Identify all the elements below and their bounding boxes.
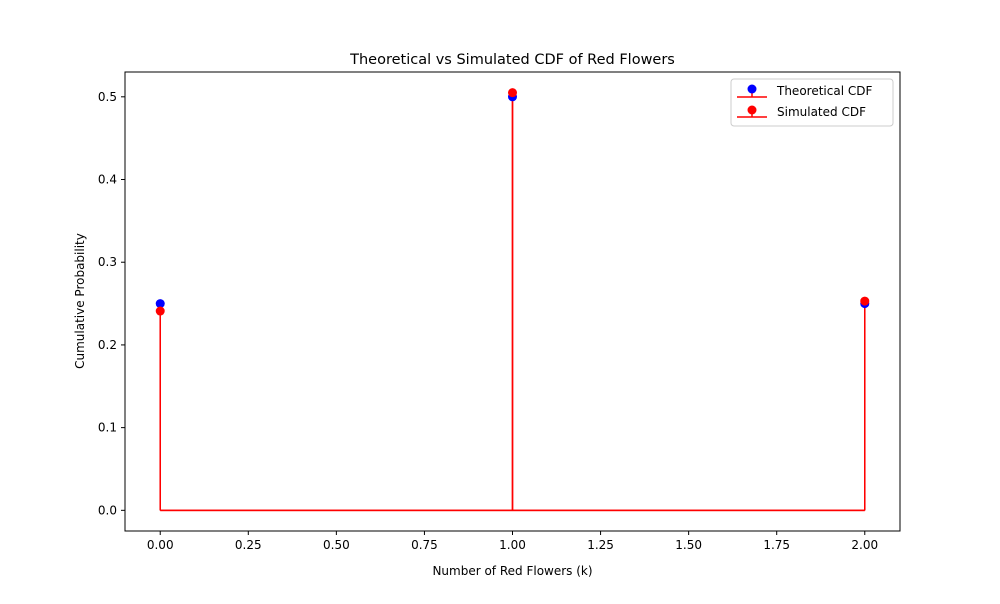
x-tick-label: 1.50	[675, 538, 702, 552]
x-tick-label: 1.00	[499, 538, 526, 552]
legend-entry-simulated: Simulated CDF	[737, 105, 866, 119]
x-tick-label: 0.50	[323, 538, 350, 552]
y-tick-label: 0.3	[98, 255, 117, 269]
marker-simulated	[155, 306, 165, 316]
x-tick-label: 1.75	[763, 538, 790, 552]
x-tick-label: 2.00	[851, 538, 878, 552]
y-tick-label: 0.4	[98, 173, 117, 187]
y-tick-label: 0.2	[98, 338, 117, 352]
y-tick-label: 0.5	[98, 90, 117, 104]
legend-label-theoretical: Theoretical CDF	[776, 84, 872, 98]
marker-simulated	[508, 88, 517, 98]
x-tick-label: 1.25	[587, 538, 614, 552]
x-axis-ticks: 0.00 0.25 0.50 0.75 1.00 1.25 1.50 1.75 2.00	[147, 531, 878, 552]
legend-frame	[730, 78, 894, 127]
marker-simulated	[860, 296, 870, 306]
x-tick-label: 0.75	[411, 538, 438, 552]
y-tick-label: 0.0	[98, 503, 117, 517]
x-tick-label: 0.00	[147, 538, 174, 552]
legend-marker-theoretical	[747, 84, 757, 94]
legend-entry-theoretical: Theoretical CDF	[737, 84, 872, 98]
legend-marker-simulated	[747, 105, 757, 115]
plot-area	[155, 88, 870, 512]
y-axis-label: Cumulative Probability	[73, 233, 87, 369]
chart-title: Theoretical vs Simulated CDF of Red Flow…	[349, 52, 675, 68]
y-axis-ticks: 0.0 0.1 0.2 0.3 0.4 0.5	[98, 90, 125, 517]
legend-label-simulated: Simulated CDF	[777, 105, 866, 119]
marker-theoretical	[155, 299, 165, 309]
x-axis-label: Number of Red Flowers (k)	[432, 564, 592, 578]
x-tick-label: 0.25	[235, 538, 262, 552]
legend: Theoretical CDF Simulated CDF	[730, 78, 894, 127]
y-tick-label: 0.1	[98, 421, 117, 435]
